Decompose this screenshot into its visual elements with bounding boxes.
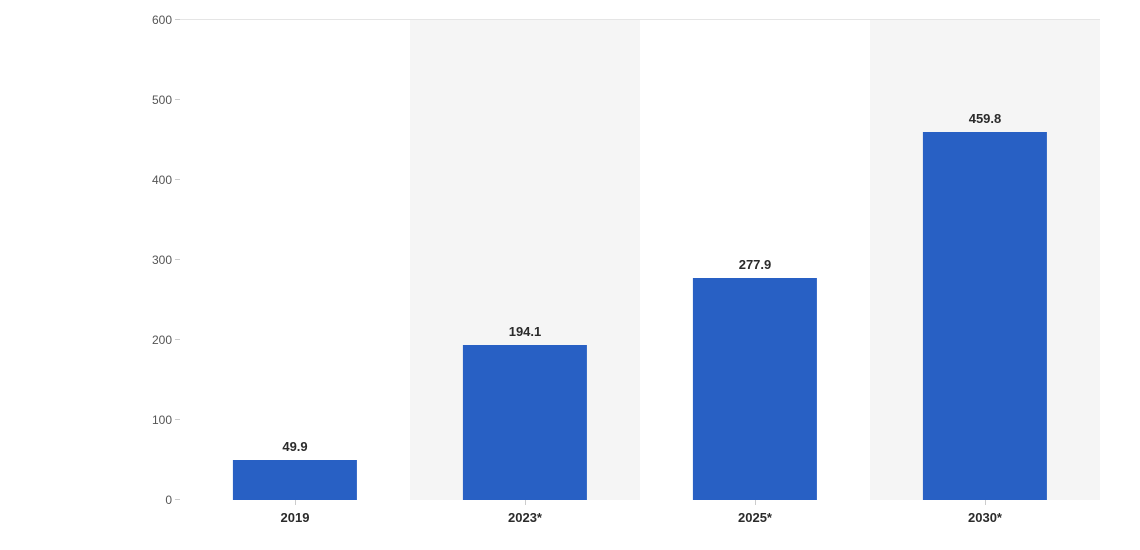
bar-value-label: 194.1 [509, 324, 542, 339]
x-tick [295, 500, 296, 505]
x-tick-label: 2019 [281, 510, 310, 525]
bar [233, 460, 357, 500]
y-tick-label: 400 [152, 173, 172, 187]
chart-container: Market size in billion U.S. dollars 0100… [140, 20, 1120, 530]
bar [463, 345, 587, 500]
bar-group: 459.82030* [870, 20, 1100, 500]
bar [693, 278, 817, 500]
band-background [180, 20, 410, 500]
bar [923, 132, 1047, 500]
y-tick-label: 600 [152, 13, 172, 27]
y-tick-label: 200 [152, 333, 172, 347]
x-tick-label: 2025* [738, 510, 772, 525]
x-tick [525, 500, 526, 505]
bar-value-label: 277.9 [739, 257, 772, 272]
y-tick-label: 100 [152, 413, 172, 427]
plot-area: 010020030040050060049.92019194.12023*277… [180, 20, 1100, 500]
bar-value-label: 49.9 [282, 439, 307, 454]
y-tick-label: 0 [165, 493, 172, 507]
bar-group: 277.92025* [640, 20, 870, 500]
bar-group: 194.12023* [410, 20, 640, 500]
x-tick [985, 500, 986, 505]
x-tick-label: 2030* [968, 510, 1002, 525]
x-tick-label: 2023* [508, 510, 542, 525]
x-tick [755, 500, 756, 505]
y-tick-label: 500 [152, 93, 172, 107]
bar-value-label: 459.8 [969, 111, 1002, 126]
y-tick-label: 300 [152, 253, 172, 267]
bar-group: 49.92019 [180, 20, 410, 500]
